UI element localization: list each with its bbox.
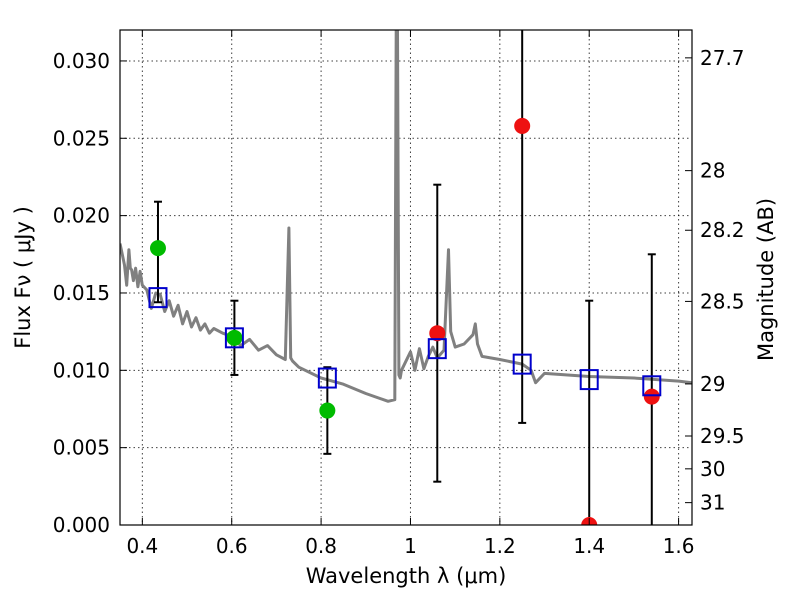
detection-point xyxy=(149,240,166,257)
x-tick-label: 1.2 xyxy=(484,534,516,558)
y-tick-label: 0.015 xyxy=(53,281,110,305)
nondetection-point xyxy=(429,325,446,342)
mag-tick-label: 28.5 xyxy=(700,289,745,313)
model-photometry-square xyxy=(427,338,447,360)
nondetection-point xyxy=(643,388,660,405)
y-tick-label: 0.020 xyxy=(53,204,110,228)
mag-tick-label: 28.2 xyxy=(700,218,745,242)
model-photometry-square xyxy=(224,327,244,349)
y-tick-label: 0.005 xyxy=(53,436,110,460)
model-photometry-square xyxy=(512,353,532,375)
x-tick-label: 1.4 xyxy=(573,534,605,558)
grid-layer xyxy=(120,30,692,525)
plot-frame xyxy=(119,29,693,526)
y-tick-label: 0.010 xyxy=(53,358,110,382)
nondetection-point xyxy=(514,117,531,134)
mag-tick-label: 28 xyxy=(700,159,725,183)
y2-axis-title: Magnitude (AB) xyxy=(754,198,778,361)
y-axis-title: Flux Fν ( μJy ) xyxy=(11,206,35,349)
model-sed-layer xyxy=(120,30,692,403)
model-photometry-square xyxy=(148,287,168,309)
y-tick-label: 0.030 xyxy=(53,49,110,73)
model-photometry-square xyxy=(642,375,662,397)
x-tick-label: 1 xyxy=(404,534,417,558)
x-tick-label: 0.8 xyxy=(305,534,337,558)
mag-tick-label: 29 xyxy=(700,372,725,396)
errorbar-layer xyxy=(153,30,656,525)
detection-point xyxy=(319,402,336,419)
x-tick-label: 0.4 xyxy=(126,534,158,558)
y-tick-label: 0.025 xyxy=(53,126,110,150)
mag-tick-label: 31 xyxy=(700,491,725,515)
model-sed-line xyxy=(120,30,692,403)
x-tick-label: 0.6 xyxy=(216,534,248,558)
mag-tick-label: 27.7 xyxy=(700,46,745,70)
mag-tick-label: 29.5 xyxy=(700,424,745,448)
mag-tick-label: 30 xyxy=(700,457,725,481)
model-photometry-square xyxy=(579,369,599,391)
model-photometry-layer xyxy=(148,287,662,397)
x-axis-title: Wavelength λ (μm) xyxy=(306,564,507,588)
y-tick-label: 0.000 xyxy=(53,513,110,537)
ticks-layer: 0.4 0.6 0.8 1 1.2 1.4 1.6 0.000 0.005 0.010 0.015 0… xyxy=(53,30,745,558)
x-tick-label: 1.6 xyxy=(663,534,695,558)
detection-point xyxy=(226,329,243,346)
model-photometry-square xyxy=(317,367,337,389)
points-layer xyxy=(149,117,660,525)
